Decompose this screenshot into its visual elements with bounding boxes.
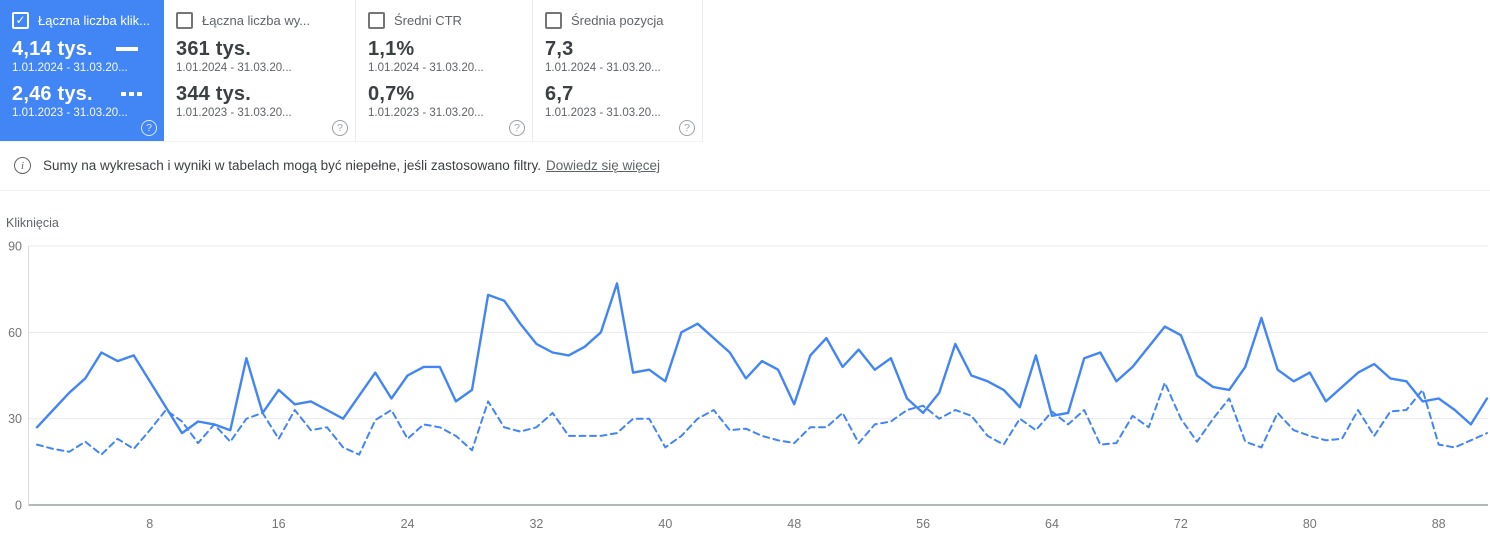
x-tick-label: 16 xyxy=(272,517,286,531)
clicks-line-chart[interactable]: 0 30 60 90 8 16 24 32 40 48 56 64 72 80 88 xyxy=(0,230,1490,540)
metric-period-previous: 1.01.2023 - 31.03.20... xyxy=(368,107,484,119)
card-average-position[interactable]: Średnia pozycja 7,3 1.01.2024 - 31.03.20… xyxy=(533,0,703,141)
position-checkbox[interactable] xyxy=(545,11,562,29)
card-title: Średni CTR xyxy=(394,12,462,28)
learn-more-link[interactable]: Dowiedz się więcej xyxy=(545,158,661,173)
y-tick-label: 90 xyxy=(8,240,22,254)
metric-period-current: 1.01.2024 - 31.03.20... xyxy=(545,62,661,74)
filters-notice: i Sumy na wykresach i wyniki w tabelach … xyxy=(0,141,1490,191)
card-title: Łączna liczba klik... xyxy=(38,12,150,28)
y-tick-label: 0 xyxy=(15,499,22,513)
check-icon: ✓ xyxy=(15,13,26,27)
card-total-impressions[interactable]: Łączna liczba wy... 361 tys. 1.01.2024 -… xyxy=(164,0,356,141)
chart-axis-title: Kliknięcia xyxy=(6,216,59,230)
metric-value-previous: 6,7 xyxy=(545,82,574,105)
ctr-checkbox[interactable] xyxy=(368,11,385,29)
help-icon[interactable]: ? xyxy=(679,120,695,136)
x-tick-label: 88 xyxy=(1432,517,1446,531)
metric-value-current: 361 tys. xyxy=(176,37,251,60)
metric-period-current: 1.01.2024 - 31.03.20... xyxy=(176,62,292,74)
metric-value-previous: 344 tys. xyxy=(176,82,251,105)
info-icon: i xyxy=(14,157,31,174)
metric-value-current: 4,14 tys. xyxy=(12,37,93,60)
card-total-clicks[interactable]: ✓ Łączna liczba klik... 4,14 tys. 1.01.2… xyxy=(0,0,164,141)
metric-period-current: 1.01.2024 - 31.03.20... xyxy=(368,62,484,74)
y-tick-label: 30 xyxy=(8,412,22,426)
metric-value-previous: 2,46 tys. xyxy=(12,82,93,105)
x-tick-label: 24 xyxy=(401,517,415,531)
dashed-line-legend-icon xyxy=(121,92,142,96)
impressions-checkbox[interactable] xyxy=(176,11,193,29)
help-icon[interactable]: ? xyxy=(509,120,525,136)
x-tick-label: 56 xyxy=(916,517,930,531)
x-tick-label: 32 xyxy=(529,517,543,531)
metric-value-current: 1,1% xyxy=(368,37,415,60)
x-tick-label: 40 xyxy=(658,517,672,531)
notice-text: Sumy na wykresach i wyniki w tabelach mo… xyxy=(43,158,541,173)
metric-cards-row: ✓ Łączna liczba klik... 4,14 tys. 1.01.2… xyxy=(0,0,703,142)
card-title: Średnia pozycja xyxy=(571,12,664,28)
help-icon[interactable]: ? xyxy=(332,120,348,136)
metric-value-previous: 0,7% xyxy=(368,82,415,105)
x-tick-label: 8 xyxy=(146,517,153,531)
metric-period-previous: 1.01.2023 - 31.03.20... xyxy=(545,107,661,119)
metric-period-previous: 1.01.2023 - 31.03.20... xyxy=(176,107,292,119)
solid-line-legend-icon xyxy=(116,47,138,51)
y-tick-label: 60 xyxy=(8,326,22,340)
card-title: Łączna liczba wy... xyxy=(202,12,311,28)
clicks-checkbox[interactable]: ✓ xyxy=(12,11,29,29)
metric-period-current: 1.01.2024 - 31.03.20... xyxy=(12,62,128,74)
x-tick-label: 72 xyxy=(1174,517,1188,531)
dashed-series-line[interactable] xyxy=(36,381,1488,456)
x-tick-label: 80 xyxy=(1303,517,1317,531)
metric-period-previous: 1.01.2023 - 31.03.20... xyxy=(12,107,128,119)
x-tick-label: 64 xyxy=(1045,517,1059,531)
solid-series-line[interactable] xyxy=(35,282,1489,435)
help-icon[interactable]: ? xyxy=(141,120,157,136)
card-average-ctr[interactable]: Średni CTR 1,1% 1.01.2024 - 31.03.20... … xyxy=(356,0,533,141)
metric-value-current: 7,3 xyxy=(545,37,574,60)
x-tick-label: 48 xyxy=(787,517,801,531)
